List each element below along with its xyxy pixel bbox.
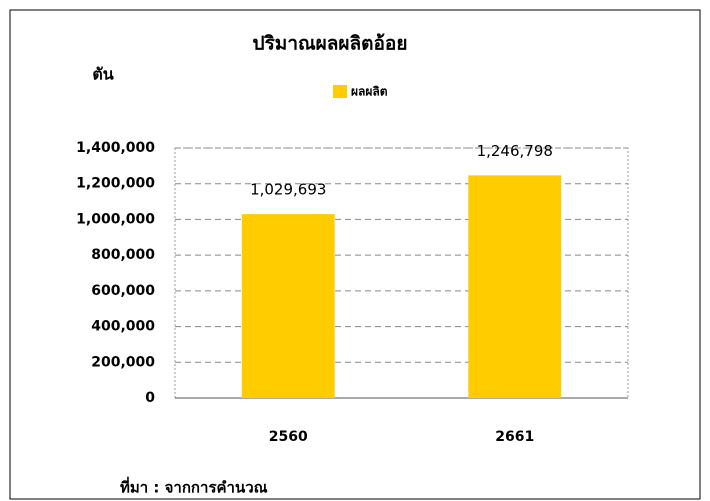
bar [241,214,335,398]
x-tick-label: 2661 [495,429,534,445]
y-tick-label: 400,000 [91,319,155,335]
source-note: ที่มา : จากการคำนวณ [120,477,268,497]
x-tick-label: 2560 [269,429,308,445]
legend-swatch [333,85,347,98]
legend-label: ผลผลิต [351,85,388,99]
data-label: 1,029,693 [250,181,326,199]
chart-title: ปริมาณผลผลิตอ้อย [253,33,408,55]
y-axis-label: ตัน [92,65,113,84]
y-tick-label: 800,000 [91,247,155,263]
y-tick-label: 1,000,000 [76,211,155,227]
frame [9,9,701,500]
y-tick-label: 1,200,000 [76,176,155,192]
y-tick-label: 600,000 [91,283,155,299]
data-label: 1,246,798 [477,142,553,160]
y-tick-label: 0 [145,390,155,406]
bar [468,175,562,398]
y-tick-label: 200,000 [91,354,155,370]
y-tick-label: 1,400,000 [76,140,155,156]
